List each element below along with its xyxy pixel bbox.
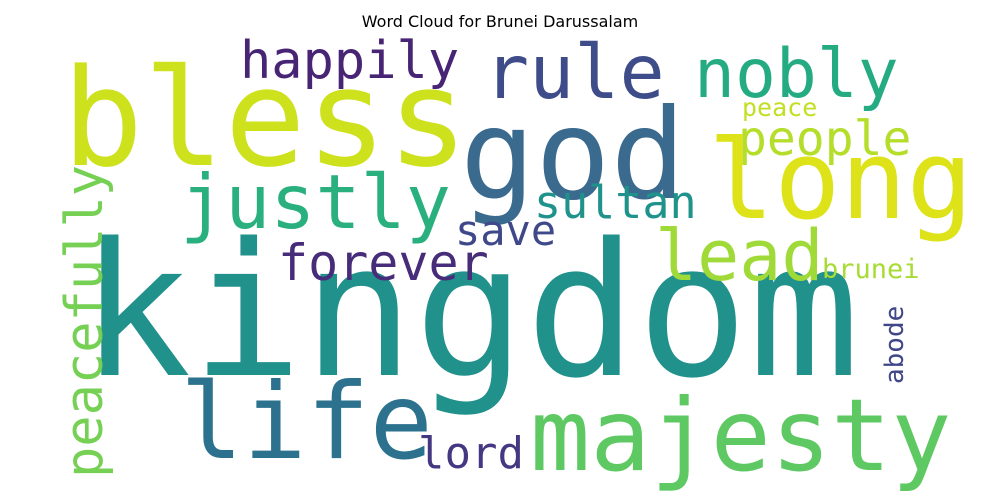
word-peacefully: peacefully <box>55 165 115 478</box>
word-nobly: nobly <box>694 35 899 114</box>
word-abode: abode <box>880 306 910 384</box>
chart-title: Word Cloud for Brunei Darussalam <box>362 12 638 31</box>
word-sultan: sultan <box>534 176 697 229</box>
word-justly: justly <box>180 158 451 246</box>
word-majesty: majesty <box>530 377 951 494</box>
word-save: save <box>455 206 556 255</box>
word-bless: bless <box>62 40 468 197</box>
word-long: long <box>708 116 973 244</box>
word-brunei: brunei <box>822 254 920 285</box>
word-god: god <box>460 83 686 228</box>
word-peace: peace <box>742 93 817 122</box>
word-lead: lead <box>655 215 824 297</box>
word-forever: forever <box>278 234 489 292</box>
word-life: life <box>180 361 433 483</box>
word-cloud-canvas <box>40 40 960 480</box>
word-happily: happily <box>240 31 459 91</box>
word-people: people <box>738 111 911 167</box>
word-rule: rule <box>484 28 665 116</box>
word-lord: lord <box>418 428 524 479</box>
word-kingdom: kingdom <box>80 203 860 419</box>
